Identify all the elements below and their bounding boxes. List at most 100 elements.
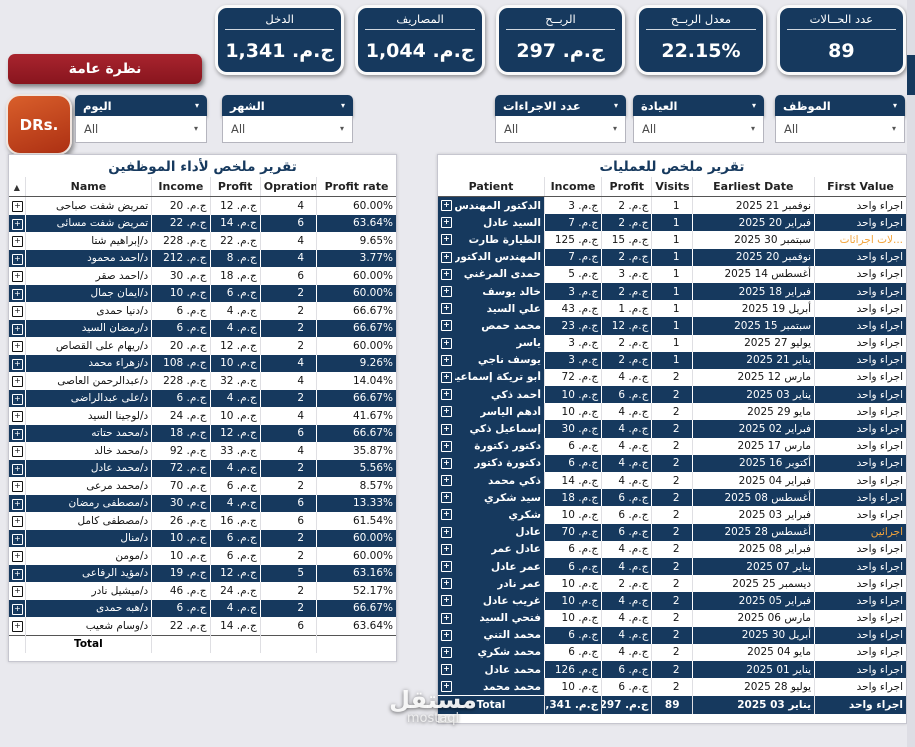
slicer-dropdown[interactable]: All ▾ (775, 116, 905, 143)
expand-icon[interactable]: + (12, 516, 23, 528)
expand-icon[interactable]: + (441, 354, 452, 366)
expand-icon[interactable]: + (441, 200, 452, 212)
slicer-dropdown[interactable]: All ▾ (222, 116, 353, 143)
overview-button[interactable]: نظرة عامة (8, 54, 202, 84)
staff-profit-rate: 41.67% (316, 407, 396, 425)
expand-icon[interactable]: + (441, 337, 452, 349)
expand-icon[interactable]: + (12, 533, 23, 545)
expand-icon[interactable]: + (441, 371, 452, 383)
staff-profit-rate: 13.33% (316, 494, 396, 512)
expand-icon[interactable]: + (12, 428, 23, 440)
expand-icon[interactable]: + (12, 621, 23, 633)
staff-col-profit[interactable]: Profit (209, 177, 261, 197)
patient-name: فتحي السيد (479, 612, 541, 625)
ops-col-first-value[interactable]: First Value (814, 177, 906, 197)
slicer-dropdown[interactable]: All ▾ (495, 116, 626, 143)
ops-col-patient[interactable]: Patient (438, 177, 545, 197)
expand-icon[interactable]: + (12, 463, 23, 475)
drs-button[interactable]: DRs. (6, 94, 72, 155)
operations-row: + الدكتور المهندس ج.م. 3 ج.م. 2 1 نوفمبر 21 2… (438, 196, 906, 215)
ops-col-visits[interactable]: Visits (651, 177, 693, 197)
expand-icon[interactable]: + (441, 646, 452, 658)
expand-icon[interactable]: + (12, 288, 23, 300)
slicer-header[interactable]: العيادة ▾ (633, 95, 764, 116)
expand-icon[interactable]: + (12, 376, 23, 388)
expand-icon[interactable]: + (12, 586, 23, 598)
expand-icon[interactable]: + (12, 358, 23, 370)
op-earliest-date: يناير 21 2025 (691, 351, 815, 369)
expand-icon[interactable]: + (441, 595, 452, 607)
expand-icon[interactable]: + (12, 201, 23, 213)
kpi-label: الدخل (225, 8, 335, 30)
patient-cell: + محمد عادل (438, 661, 545, 679)
kpi-card: عدد الحــالات 89 (776, 5, 907, 75)
expand-icon[interactable]: + (441, 406, 452, 418)
staff-oprations: 6 (259, 512, 317, 530)
expand-icon[interactable]: + (12, 271, 23, 283)
expand-icon[interactable]: + (441, 303, 452, 315)
page-scrollbar-thumb[interactable] (907, 55, 915, 95)
expand-icon[interactable]: + (12, 603, 23, 615)
expand-icon[interactable]: + (12, 411, 23, 423)
expand-icon[interactable]: + (12, 568, 23, 580)
expand-icon[interactable]: + (441, 286, 452, 298)
expand-icon[interactable]: + (12, 218, 23, 230)
expand-icon[interactable]: + (441, 251, 452, 263)
expand-icon[interactable]: + (12, 341, 23, 353)
expand-icon[interactable]: + (441, 578, 452, 590)
scroll-up-icon[interactable]: ▲ (9, 177, 26, 197)
expand-icon[interactable]: + (441, 509, 452, 521)
expand-icon[interactable]: + (441, 320, 452, 332)
expand-icon[interactable]: + (12, 253, 23, 265)
slicer-header[interactable]: الموظف ▾ (775, 95, 905, 116)
op-income: ج.م. 18 (543, 489, 602, 507)
expand-icon[interactable]: + (12, 236, 23, 248)
staff-col-name[interactable]: Name (24, 177, 152, 197)
expand-icon[interactable]: + (12, 551, 23, 563)
expand-icon[interactable]: + (12, 446, 23, 458)
expand-icon[interactable]: + (441, 234, 452, 246)
expand-icon[interactable]: + (441, 664, 452, 676)
ops-col-earliest-date[interactable]: Earliest Date (691, 177, 815, 197)
expand-icon[interactable]: + (441, 561, 452, 573)
op-first-value: اجراء واحد (814, 592, 906, 610)
expand-icon[interactable]: + (441, 389, 452, 401)
expand-icon[interactable]: + (441, 681, 452, 693)
staff-profit-rate: 66.67% (316, 424, 396, 442)
op-profit: ج.م. 1 (601, 300, 652, 318)
slicer-label: الشهر (230, 99, 265, 113)
expand-icon[interactable]: + (12, 306, 23, 318)
patient-cell: + أبو تريكة إسماعيل (438, 368, 545, 387)
slicer-header[interactable]: عدد الاجراءات ▾ (495, 95, 626, 116)
staff-col-income[interactable]: Income (151, 177, 211, 197)
patient-name: محمد عادل (484, 663, 541, 676)
expand-icon[interactable]: + (12, 498, 23, 510)
expand-icon[interactable]: + (441, 543, 452, 555)
expand-icon[interactable]: + (441, 526, 452, 538)
expand-cell: + (9, 477, 25, 495)
staff-col-profit-rate[interactable]: Profit rate (316, 177, 396, 197)
slicer-dropdown[interactable]: All ▾ (633, 116, 764, 143)
expand-icon[interactable]: + (441, 612, 452, 624)
expand-icon[interactable]: + (12, 481, 23, 493)
expand-icon[interactable]: + (441, 492, 452, 504)
expand-icon[interactable]: + (441, 440, 452, 452)
ops-col-profit[interactable]: Profit (601, 177, 652, 197)
expand-icon[interactable]: + (441, 423, 452, 435)
slicer-header[interactable]: اليوم ▾ (75, 95, 207, 116)
expand-icon[interactable]: + (12, 323, 23, 335)
op-visits: 2 (651, 626, 693, 644)
expand-icon[interactable]: + (441, 457, 452, 469)
expand-icon[interactable]: + (441, 268, 452, 280)
expand-icon[interactable]: + (441, 629, 452, 641)
staff-panel-title: تقرير ملخص لأداء الموظفين (108, 159, 297, 175)
operations-row: + المهندس الدكتور ج.م. 7 ج.م. 2 1 نوفمبر 20 2… (438, 248, 906, 266)
staff-col-oprations[interactable]: Oprations (259, 177, 317, 197)
expand-icon[interactable]: + (441, 217, 452, 229)
staff-name: د/وسام شعيب (24, 617, 152, 635)
expand-icon[interactable]: + (441, 475, 452, 487)
slicer-dropdown[interactable]: All ▾ (75, 116, 207, 143)
ops-col-income[interactable]: Income (543, 177, 602, 197)
expand-icon[interactable]: + (12, 393, 23, 405)
slicer-header[interactable]: الشهر ▾ (222, 95, 353, 116)
